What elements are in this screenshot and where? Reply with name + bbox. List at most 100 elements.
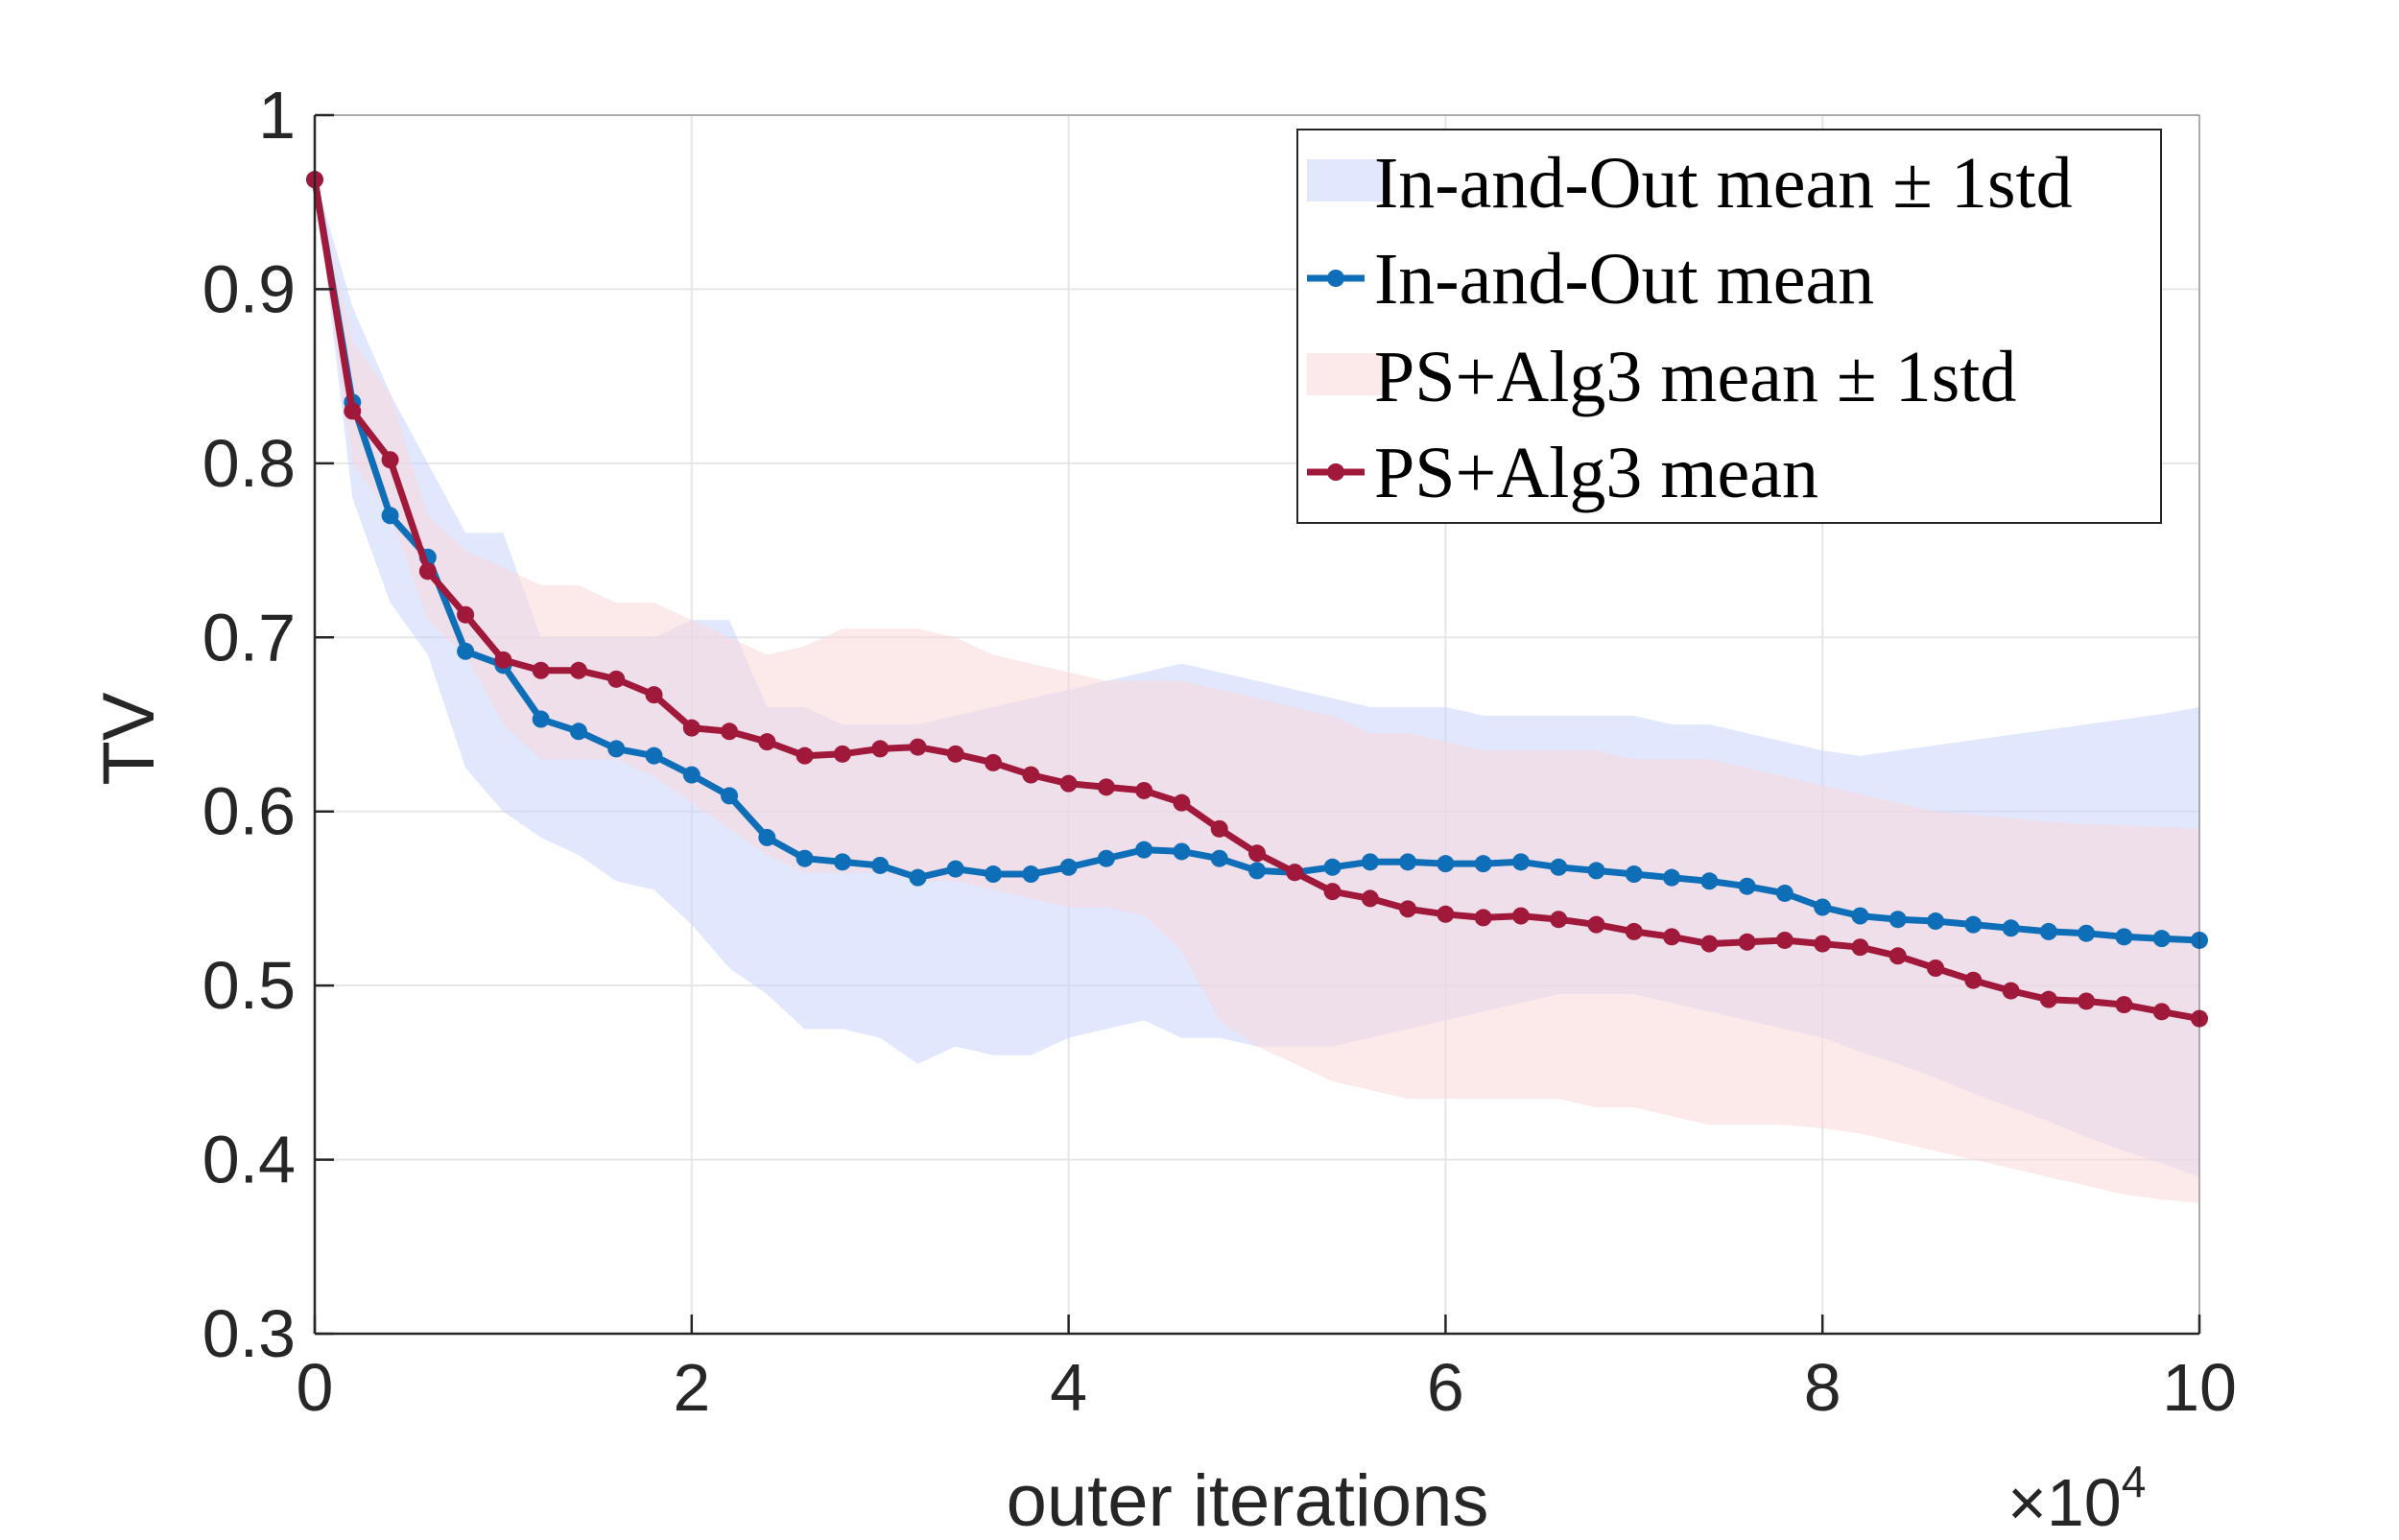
series-2-point — [1511, 907, 1530, 925]
series-2-point — [1399, 900, 1417, 918]
series-1-point — [1738, 877, 1756, 895]
legend-swatch-band-2 — [1307, 353, 1384, 395]
legend-label-series-1: In-and-Out mean — [1374, 239, 1874, 320]
series-2-point — [381, 451, 399, 469]
x-tick-label: 10 — [2162, 1350, 2237, 1425]
series-1-point — [1437, 855, 1455, 873]
series-1-point — [985, 865, 1003, 884]
series-1-point — [1625, 865, 1643, 884]
y-tick-label: 0.5 — [202, 948, 296, 1023]
series-2-point — [2191, 1009, 2208, 1028]
series-2-point — [1173, 794, 1191, 812]
legend-marker-series-2 — [1327, 463, 1344, 481]
series-1-point — [1173, 842, 1191, 861]
series-2-point — [457, 605, 475, 624]
series-2-point — [1135, 781, 1153, 799]
series-1-point — [1663, 868, 1681, 887]
series-2-point — [2078, 992, 2096, 1010]
x-tick-label: 6 — [1427, 1350, 1464, 1425]
series-1-point — [1323, 858, 1342, 876]
series-1-point — [2152, 930, 2171, 948]
y-axis-label: TV — [88, 692, 170, 785]
series-2-point — [871, 740, 890, 758]
series-2-point — [1738, 933, 1756, 951]
series-2-point — [721, 723, 739, 741]
legend-label-band-1: In-and-Out mean ± 1std — [1374, 143, 2073, 224]
series-1-point — [2039, 922, 2057, 940]
axes — [313, 114, 2200, 1336]
series-2-point — [1210, 819, 1228, 838]
series-1-point — [1700, 872, 1719, 890]
y-tick-label: 0.7 — [202, 600, 296, 675]
series-2-point — [946, 745, 964, 763]
series-2-point — [1964, 971, 1983, 989]
series-1-point — [1888, 911, 1907, 929]
series-2-point — [2002, 982, 2020, 1000]
series-1-point — [1550, 858, 1568, 876]
series-2-point — [1550, 911, 1568, 929]
series-2-point — [1927, 960, 1945, 977]
series-2-point — [1814, 935, 1832, 953]
y-tick-label: 1 — [258, 78, 296, 153]
series-1-point — [2002, 919, 2020, 937]
series-1-point — [2191, 931, 2208, 949]
series-2-point — [985, 753, 1003, 771]
series-1-point — [721, 787, 739, 805]
x-tick-label: 0 — [297, 1350, 334, 1425]
legend-label-series-2: PS+Alg3 mean — [1374, 433, 1818, 513]
series-1-point — [645, 746, 663, 765]
series-1-point — [796, 849, 814, 867]
y-tick-label: 0.9 — [202, 251, 296, 326]
series-2-point — [1851, 938, 1869, 957]
series-2-point — [1437, 905, 1455, 923]
series-1-point — [1399, 853, 1417, 871]
series-1-point — [758, 828, 776, 846]
series-1-point — [1097, 849, 1115, 867]
series-1-point — [1474, 855, 1492, 873]
series-1-point — [1248, 862, 1266, 880]
series-1-point — [381, 507, 399, 525]
series-1-point — [1964, 915, 1983, 934]
series-2-point — [532, 661, 550, 679]
band-2 — [315, 176, 2199, 1203]
series-1-point — [1361, 853, 1379, 871]
x-axis-label: outer iterations — [1007, 1460, 1489, 1540]
series-1-point — [682, 766, 701, 784]
series-2-point — [796, 746, 814, 765]
x-exponent-power: 4 — [2122, 1457, 2147, 1506]
series-2-point — [682, 719, 701, 737]
ticks: 0 2 4 6 8 10 0.3 0.4 0.5 0.6 0.7 0.8 0.9 1 — [202, 78, 2237, 1425]
series-2-point — [909, 738, 927, 756]
series-2-point — [344, 402, 362, 420]
x-tick-label: 8 — [1804, 1350, 1841, 1425]
series-2-point — [607, 670, 626, 688]
legend: In-and-Out mean ± 1std In-and-Out mean P… — [1296, 129, 2162, 524]
series-1-point — [607, 740, 626, 758]
series-2-point — [2039, 990, 2057, 1008]
series-1-point — [909, 868, 927, 887]
legend-box — [1296, 129, 2162, 524]
y-tick-label: 0.8 — [202, 426, 296, 501]
series-1-point — [833, 853, 851, 871]
series-1-point — [1210, 849, 1228, 867]
series-1-point — [1851, 907, 1869, 925]
x-tick-label: 2 — [673, 1350, 710, 1425]
series-1-point — [1135, 841, 1153, 859]
series-1-point — [1587, 862, 1605, 880]
series-1-point — [532, 710, 550, 728]
bands — [315, 176, 2199, 1203]
x-exponent-base: ×10 — [2007, 1465, 2122, 1540]
series-1-point — [457, 642, 475, 660]
series-1-point — [1814, 898, 1832, 916]
y-tick-label: 0.3 — [202, 1296, 296, 1371]
series-1-point — [1927, 912, 1945, 931]
series-2-point — [1022, 766, 1040, 784]
series-2-point — [494, 651, 512, 669]
series-2-point — [1888, 947, 1907, 965]
series-2-point — [1587, 915, 1605, 934]
lines — [306, 171, 2208, 1028]
legend-swatch-band-1 — [1307, 159, 1384, 201]
series-1-point — [2078, 924, 2096, 942]
x-exponent-label: ×104 — [2007, 1457, 2146, 1540]
